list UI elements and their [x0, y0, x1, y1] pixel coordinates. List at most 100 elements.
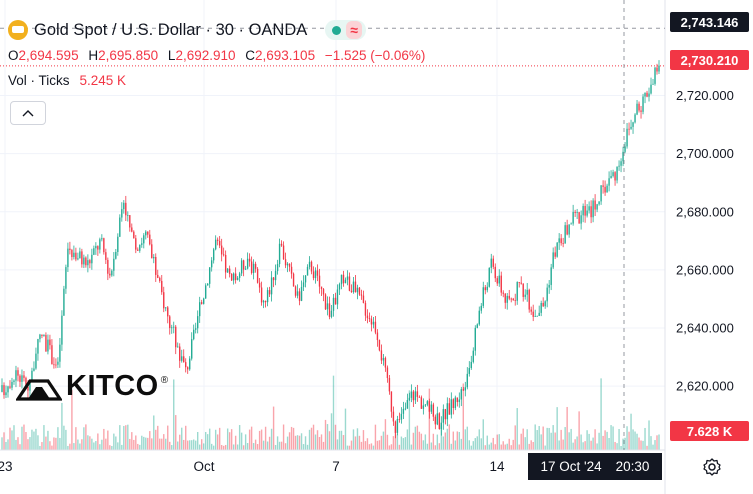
volume-bar — [123, 425, 125, 450]
volume-bar — [384, 419, 387, 450]
candle-body — [496, 278, 498, 284]
volume-bar — [61, 402, 63, 450]
candle-body — [344, 279, 347, 284]
candle-body — [224, 254, 227, 273]
candle-body — [316, 270, 319, 276]
volume-bar — [636, 433, 638, 450]
volume-bar — [500, 444, 502, 450]
volume-bar — [486, 435, 488, 450]
volume-bar — [55, 437, 57, 450]
candle-body — [272, 277, 275, 281]
candle-body — [604, 186, 606, 193]
candle-body — [236, 277, 239, 280]
candle-body — [488, 267, 490, 287]
candle-body — [103, 238, 105, 253]
volume-bar — [568, 432, 570, 450]
candle-body — [414, 391, 417, 401]
candle-body — [187, 367, 189, 370]
settings-gear-icon[interactable] — [702, 457, 722, 477]
candle-body — [79, 251, 81, 259]
candle-body — [656, 67, 658, 72]
candle-body — [284, 259, 287, 266]
candle-body — [95, 246, 97, 249]
registered-mark: ® — [160, 375, 169, 386]
volume-bar — [131, 432, 133, 450]
candle-body — [500, 275, 502, 293]
volume-bar — [19, 444, 21, 450]
candle-body — [234, 273, 237, 280]
volume-bar — [292, 427, 295, 450]
candle-body — [624, 146, 626, 152]
candle-body — [119, 217, 121, 237]
volume-bar — [454, 440, 457, 450]
volume-bar — [348, 445, 351, 450]
price-axis[interactable]: 2,620.000 2,640.000 2,660.000 2,680.000 2,70… — [664, 0, 734, 494]
volume-bar — [590, 440, 592, 450]
candle-body — [444, 409, 447, 420]
candle-body — [121, 209, 123, 218]
volume-bar — [406, 429, 409, 450]
volume-bar — [137, 443, 139, 450]
candle-body — [376, 332, 379, 341]
candle-body — [43, 334, 45, 336]
volume-bar — [23, 424, 25, 450]
candle-body — [107, 259, 109, 274]
candle-body — [578, 212, 580, 224]
symbol-title[interactable]: Gold Spot / U.S. Dollar · 30 · OANDA — [34, 20, 308, 39]
symbol-header[interactable]: Gold Spot / U.S. Dollar · 30 · OANDA ≈ — [8, 17, 366, 43]
candle-body — [183, 356, 185, 363]
volume-bar — [3, 432, 5, 450]
candle-body — [127, 215, 129, 216]
volume-bar — [386, 434, 389, 450]
volume-bar — [336, 439, 339, 450]
candle-body — [466, 373, 468, 388]
candle-body — [256, 268, 259, 283]
candle-body — [171, 327, 173, 329]
candle-body — [210, 260, 213, 268]
volume-bar — [11, 430, 13, 450]
candle-body — [109, 273, 111, 276]
volume-bar — [558, 440, 560, 450]
collapse-legend-button[interactable] — [10, 101, 46, 125]
volume-bar — [332, 375, 335, 450]
volume-bar — [288, 432, 291, 450]
market-status-pill[interactable]: ≈ — [325, 20, 366, 40]
candle-body — [564, 225, 566, 244]
y-tick-label: 2,620.000 — [676, 379, 734, 394]
candle-body — [336, 289, 339, 305]
volume-bar — [512, 439, 514, 450]
volume-bar — [49, 441, 51, 450]
volume-bar — [115, 436, 117, 450]
time-axis[interactable]: 23 Oct 7 14 — [0, 449, 665, 474]
volume-bar — [546, 427, 548, 450]
candle-body — [83, 257, 85, 265]
candle-body — [384, 357, 387, 368]
candle-body — [202, 298, 205, 304]
candle-body — [560, 238, 562, 244]
candle-body — [562, 243, 564, 244]
volume-legend[interactable]: Vol · Ticks 5.245 K — [8, 73, 126, 88]
volume-bar — [382, 431, 385, 450]
volume-bar — [77, 439, 79, 450]
candle-body — [588, 206, 590, 211]
candle-body — [430, 404, 433, 412]
volume-bar — [372, 445, 375, 450]
volume-bar — [576, 436, 578, 450]
candle-body — [169, 316, 171, 329]
volume-bar — [496, 434, 498, 450]
candle-body — [538, 312, 540, 316]
volume-bar — [378, 440, 381, 450]
candle-body — [454, 397, 457, 408]
open-label: O — [8, 48, 19, 63]
candle-body — [402, 408, 405, 414]
volume-bar — [75, 427, 77, 450]
volume-bar — [290, 426, 293, 450]
volume-bar — [246, 443, 249, 450]
volume-bar — [37, 435, 39, 450]
candle-body — [630, 126, 632, 129]
candle-body — [185, 362, 187, 368]
candle-body — [282, 245, 285, 260]
candle-body — [574, 211, 576, 213]
y-tick-label: 2,640.000 — [676, 320, 734, 335]
